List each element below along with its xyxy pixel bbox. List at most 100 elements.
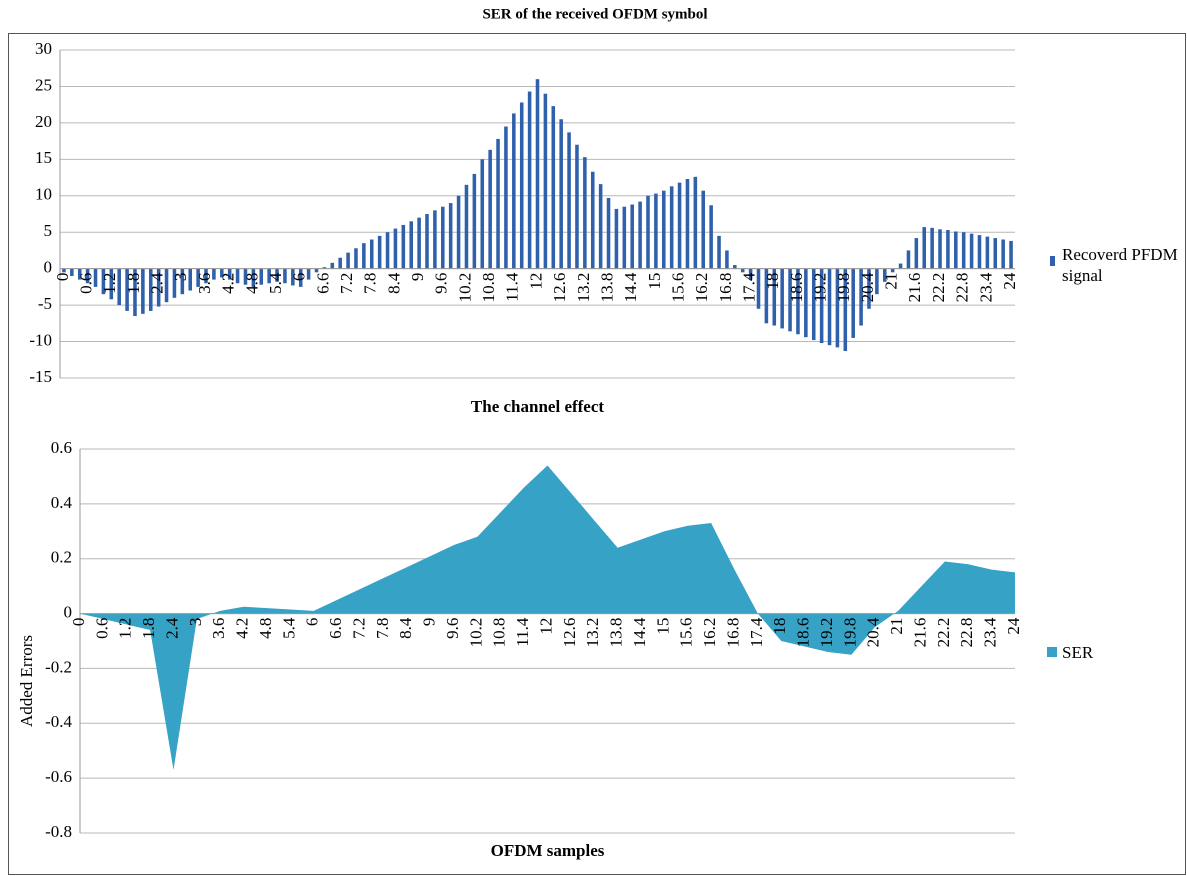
bar [772, 268, 777, 326]
bar [125, 268, 129, 311]
y-tick-label: 0.4 [51, 493, 73, 512]
bar [733, 265, 737, 269]
bar [590, 171, 595, 269]
bar [220, 268, 224, 278]
x-tick-label: 4.8 [242, 273, 261, 294]
bar [954, 231, 958, 269]
bar [1009, 240, 1013, 269]
y-tick-label: -5 [38, 294, 52, 313]
bar [346, 252, 350, 269]
bar [425, 214, 429, 269]
y-tick-label: 0 [44, 258, 53, 277]
bar [243, 268, 248, 285]
x-tick-label: 20.4 [858, 272, 877, 302]
bar [630, 204, 634, 269]
bar [646, 195, 650, 269]
legend-swatch [1050, 256, 1055, 266]
bar [441, 206, 445, 269]
x-tick-label: 7.8 [361, 273, 380, 294]
bar [456, 195, 461, 269]
bar [677, 182, 682, 269]
bar [148, 268, 153, 311]
x-tick-label: 16.8 [723, 618, 742, 648]
bar [393, 228, 398, 269]
bar [662, 190, 666, 269]
bar [977, 235, 982, 269]
x-tick-label: 5.4 [266, 272, 285, 294]
bar [472, 173, 477, 269]
y-tick-label: 0 [64, 602, 73, 621]
x-tick-label: 19.2 [811, 273, 830, 303]
bar [946, 230, 950, 269]
bar [875, 268, 879, 295]
y-tick-label: 10 [35, 185, 52, 204]
x-tick-label: 20.4 [864, 617, 883, 647]
bar [748, 268, 753, 280]
bar [740, 268, 745, 273]
bar [606, 197, 611, 269]
y-tick-label: -0.6 [45, 767, 72, 786]
bar [709, 205, 713, 269]
x-tick-label: 8.4 [396, 617, 415, 639]
bar [322, 267, 327, 269]
bar [725, 250, 729, 269]
x-tick-label: 15.6 [668, 273, 687, 303]
x-tick-label: 13.8 [607, 618, 626, 648]
x-tick-label: 9.6 [432, 273, 451, 294]
bar [583, 157, 587, 269]
bar [898, 263, 903, 269]
x-tick-label: 6 [290, 273, 309, 282]
bar [685, 179, 690, 269]
bar [598, 184, 603, 269]
x-tick-label: 24 [1000, 272, 1019, 290]
x-tick-label: 10.8 [490, 618, 509, 648]
bar [227, 268, 232, 280]
x-tick-label: 7.2 [337, 273, 356, 294]
x-tick-label: 11.4 [513, 617, 532, 647]
x-tick-label: 1.8 [124, 273, 143, 294]
bar [85, 268, 90, 284]
x-tick-label: 1.8 [139, 618, 158, 639]
bar [188, 268, 193, 291]
bar [756, 268, 761, 309]
x-tick-label: 18 [763, 273, 782, 290]
bar [914, 238, 919, 269]
bar [535, 79, 540, 269]
x-tick-label: 21 [882, 273, 901, 290]
x-tick-label: 7.2 [349, 618, 368, 639]
x-tick-label: 9 [408, 273, 427, 282]
bar [859, 268, 863, 326]
bar [109, 268, 114, 300]
area [80, 465, 1015, 770]
y-tick-label: 15 [35, 148, 52, 167]
legend-swatch [1047, 647, 1057, 657]
bar [543, 93, 548, 269]
x-tick-label: 17.4 [747, 617, 766, 647]
x-tick-label: 21 [887, 618, 906, 635]
x-tick-label: 23.4 [976, 272, 995, 302]
bar [835, 268, 840, 348]
bar [204, 268, 208, 284]
bar [117, 268, 121, 306]
x-tick-label: 0.6 [92, 618, 111, 639]
x-tick-label: 23.4 [981, 617, 1000, 647]
y-tick-label: 5 [44, 221, 53, 240]
x-tick-label: 13.2 [574, 273, 593, 303]
bar [306, 268, 311, 280]
bar [291, 268, 295, 286]
bar [985, 236, 990, 269]
bar [504, 126, 508, 269]
y-tick-label: -15 [29, 367, 52, 386]
bar [764, 268, 769, 324]
bar [819, 268, 824, 344]
legend-label: Recoverd PFDM signal [1062, 245, 1178, 285]
bar [804, 268, 808, 338]
bar [654, 193, 658, 269]
x-tick-label: 14.4 [621, 272, 640, 302]
x-tick-label: 13.8 [597, 273, 616, 303]
x-tick-label: 0 [69, 618, 88, 627]
x-tick-label: 1.2 [116, 618, 135, 639]
x-tick-label: 15.6 [677, 618, 696, 648]
x-tick-label: 13.2 [583, 618, 602, 648]
